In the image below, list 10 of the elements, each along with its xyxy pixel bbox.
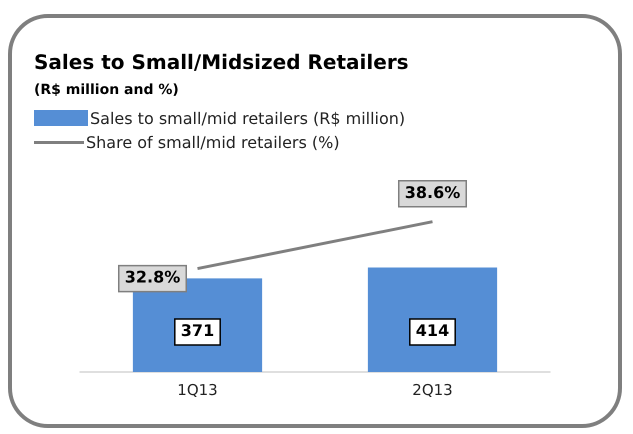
data-label: 371 <box>180 321 214 340</box>
x-tick-label: 2Q13 <box>412 380 453 399</box>
chart-title: Sales to Small/Midsized Retailers <box>34 50 409 74</box>
chart-subtitle: (R$ million and %) <box>34 82 179 98</box>
legend-label: Sales to small/mid retailers (R$ million) <box>90 108 406 128</box>
data-label: 414 <box>416 321 450 340</box>
x-tick-label: 1Q13 <box>177 380 218 399</box>
data-label: 32.8% <box>124 268 180 287</box>
legend-label: Share of small/mid retailers (%) <box>86 132 340 152</box>
data-label: 38.6% <box>404 182 460 202</box>
